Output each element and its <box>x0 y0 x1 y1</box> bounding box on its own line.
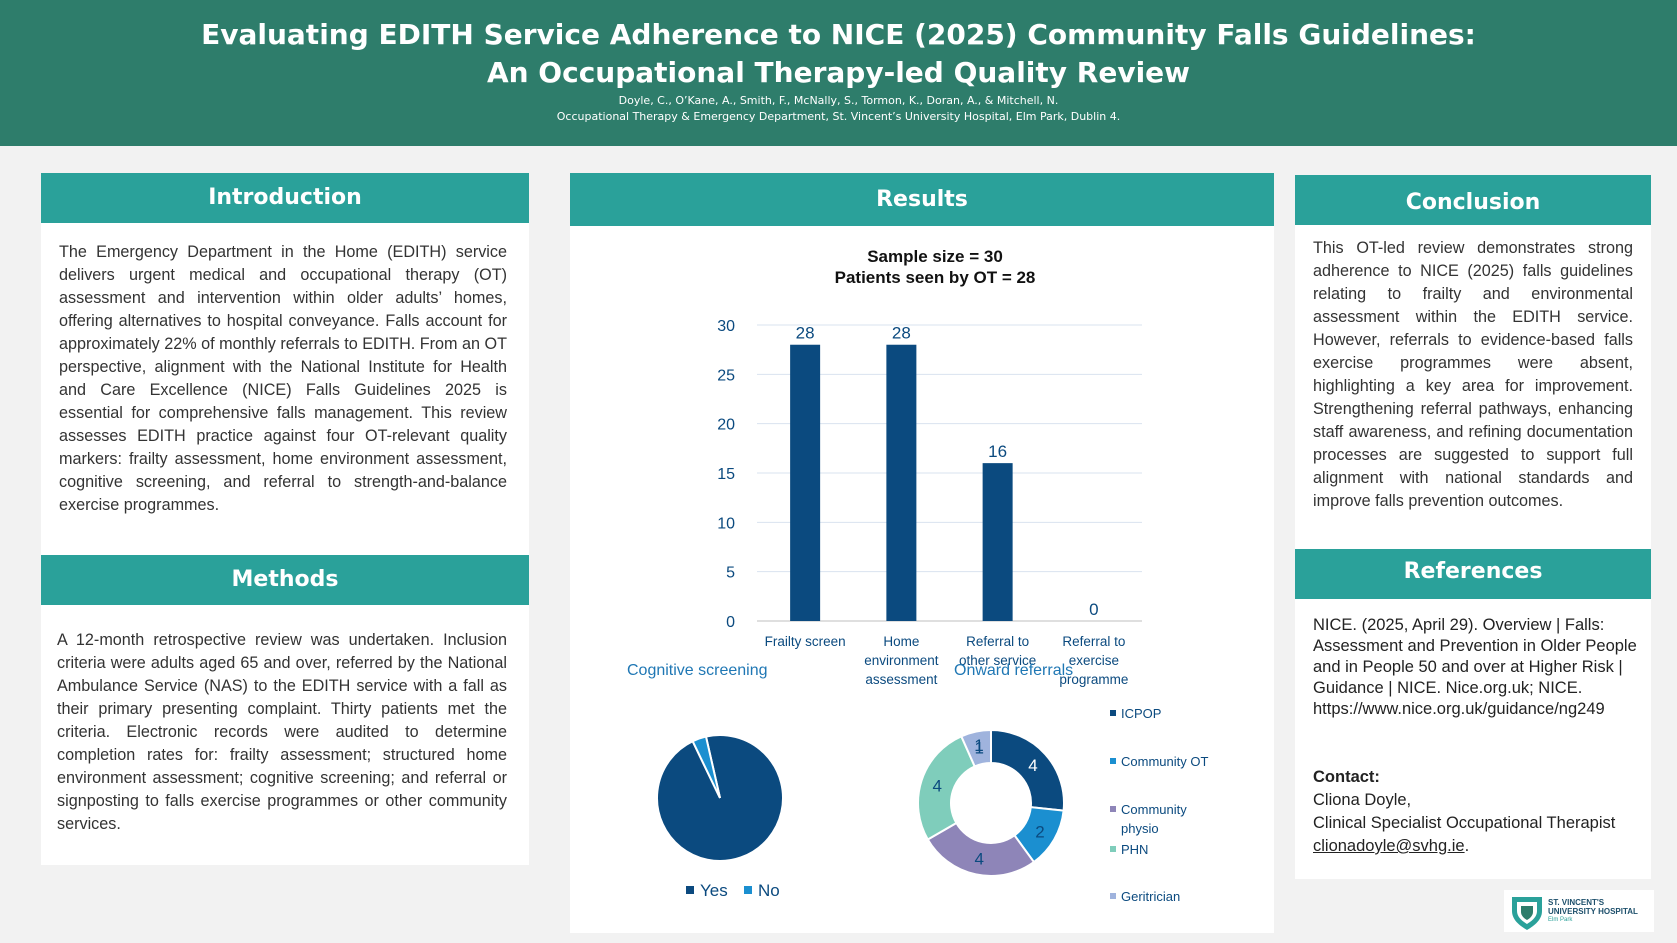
conclusion-heading: Conclusion <box>1295 175 1651 225</box>
methods-text: A 12-month retrospective review was unde… <box>57 631 507 833</box>
introduction-panel: Introduction The Emergency Department in… <box>41 173 529 555</box>
legend-swatch <box>1110 846 1116 852</box>
legend-swatch <box>1110 710 1116 716</box>
results-heading: Results <box>570 173 1274 226</box>
pie-slice <box>691 735 721 799</box>
donut-label: 4 <box>1028 756 1037 775</box>
poster-title-line2: An Occupational Therapy-led Quality Revi… <box>486 56 1191 89</box>
references-heading: References <box>1295 549 1651 599</box>
cognitive-pie-chart: Yes No <box>656 734 784 900</box>
data-label: 16 <box>988 442 1007 461</box>
legend-swatch <box>1110 806 1116 812</box>
data-label: 28 <box>892 324 911 343</box>
contact-label: Contact: <box>1313 768 1380 786</box>
data-label: 28 <box>796 324 815 343</box>
donut-slice <box>926 821 1036 877</box>
donut-label: 4 <box>975 849 984 868</box>
donut-slice <box>990 728 1065 812</box>
data-label: 0 <box>1089 600 1098 619</box>
chart-title-line1: Sample size = 30 <box>867 247 1003 266</box>
y-tick-label: 10 <box>717 515 735 532</box>
y-tick-label: 0 <box>726 614 735 631</box>
legend-label: Community physio <box>1121 802 1187 836</box>
bar <box>790 344 821 621</box>
references-panel: References NICE. (2025, April 29). Overv… <box>1295 549 1651 879</box>
x-tick-label: Referral to exercise programme <box>1059 634 1128 687</box>
chart-title-line2: Patients seen by OT = 28 <box>834 268 1036 287</box>
references-text: NICE. (2025, April 29). Overview | Falls… <box>1313 616 1637 718</box>
y-tick-label: 20 <box>717 417 735 434</box>
contact-name: Cliona Doyle, <box>1313 791 1412 809</box>
legend-label: ICPOP <box>1121 706 1161 721</box>
y-tick-label: 5 <box>726 565 735 582</box>
affiliation: Occupational Therapy & Emergency Departm… <box>556 110 1121 123</box>
legend-label: Community OT <box>1121 754 1208 769</box>
contact-role: Clinical Specialist Occupational Therapi… <box>1313 814 1616 832</box>
methods-panel: Methods A 12-month retrospective review … <box>41 555 529 865</box>
bar <box>886 344 917 621</box>
logo-line2: UNIVERSITY HOSPITAL <box>1548 907 1638 916</box>
conclusion-panel: Conclusion This OT-led review demonstrat… <box>1295 175 1651 549</box>
header-banner: Evaluating EDITH Service Adherence to NI… <box>0 0 1677 146</box>
legend-swatch <box>1110 758 1116 764</box>
legend-swatch <box>1110 893 1116 899</box>
shield-icon <box>1512 897 1542 930</box>
y-tick-label: 30 <box>717 318 735 335</box>
x-tick-label: Frailty screen <box>765 634 846 649</box>
y-tick-label: 15 <box>717 466 735 483</box>
legend-label: Geritrician <box>1121 889 1180 904</box>
cognitive-screening-title: Cognitive screening <box>627 662 768 679</box>
donut-label: 1 <box>975 739 984 758</box>
legend-label: Yes <box>700 881 728 900</box>
contact-email-row: clionadoyle@svhg.ie. <box>1313 836 1469 857</box>
x-tick-label: Referral to other service <box>959 634 1036 668</box>
donut-extra-label: 1 <box>974 736 983 755</box>
legend-swatch <box>744 886 752 894</box>
results-panel: Results Sample size = 30 Patients seen b… <box>570 173 1274 933</box>
legend-label: No <box>758 881 780 900</box>
y-tick-label: 25 <box>717 367 735 384</box>
hospital-logo: ST. VINCENT'S UNIVERSITY HOSPITAL Elm Pa… <box>1504 890 1654 932</box>
bar <box>982 463 1013 621</box>
donut-slice <box>959 728 992 768</box>
authors: Doyle, C., O’Kane, A., Smith, F., McNall… <box>618 94 1059 107</box>
poster-title-line1: Evaluating EDITH Service Adherence to NI… <box>201 18 1476 51</box>
logo-line3: Elm Park <box>1548 917 1573 923</box>
donut-slice <box>917 734 977 841</box>
contact-email-suffix: . <box>1464 837 1470 855</box>
bar-chart: 0 5 10 15 20 25 30 28 Frailty screen 28 Home enviro… <box>717 318 1142 687</box>
methods-heading: Methods <box>41 555 529 605</box>
conclusion-text: This OT-led review demonstrates strong a… <box>1313 239 1633 510</box>
onward-referrals-title: Onward referrals <box>954 662 1074 679</box>
introduction-text: The Emergency Department in the Home (ED… <box>59 243 508 514</box>
introduction-heading: Introduction <box>41 173 529 223</box>
legend-swatch <box>686 886 694 894</box>
legend-label: PHN <box>1121 842 1148 857</box>
contact-email-link[interactable]: clionadoyle@svhg.ie <box>1313 837 1465 855</box>
logo-line1: ST. VINCENT'S <box>1548 898 1605 907</box>
donut-label: 2 <box>1035 822 1044 841</box>
donut-label: 4 <box>933 777 942 796</box>
x-tick-label: Home environment assessment <box>864 634 939 687</box>
